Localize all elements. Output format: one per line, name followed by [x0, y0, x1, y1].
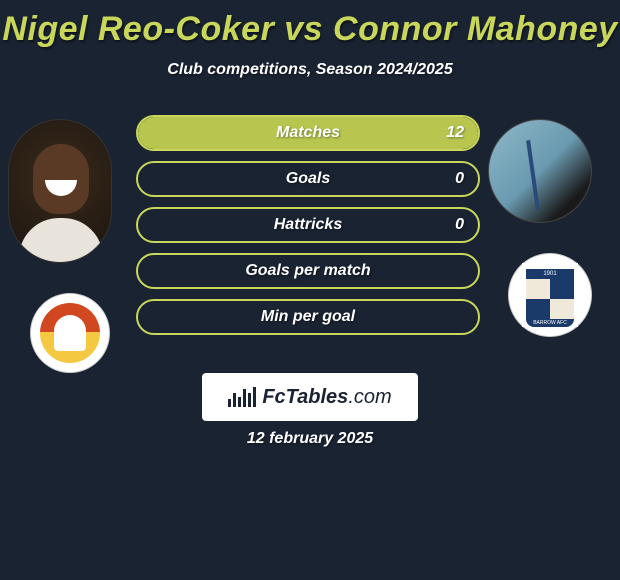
stat-row: Goals 0 — [136, 161, 480, 197]
stat-row: Matches 12 — [136, 115, 480, 151]
stat-label: Matches — [276, 124, 340, 142]
club-left-badge — [30, 293, 110, 373]
stat-label: Goals — [286, 170, 330, 188]
stats-container: Matches 12 Goals 0 Hattricks 0 Goals per match… — [136, 115, 480, 345]
page-title: Nigel Reo-Coker vs Connor Mahoney — [0, 0, 620, 49]
stat-label: Min per goal — [261, 308, 355, 326]
stat-row: Hattricks 0 — [136, 207, 480, 243]
club-right-badge: 1901 BARROW AFC — [508, 253, 592, 337]
stat-label: Hattricks — [274, 216, 342, 234]
stat-label: Goals per match — [245, 262, 370, 280]
stat-row: Min per goal — [136, 299, 480, 335]
stat-value-right: 0 — [455, 170, 464, 188]
stat-value-right: 0 — [455, 216, 464, 234]
player-left-avatar — [8, 119, 112, 263]
comparison-area: 1901 BARROW AFC Matches12Goals0Hattricks… — [0, 119, 620, 359]
chart-icon — [228, 387, 256, 407]
badge-right-name: BARROW AFC — [526, 319, 574, 327]
date-text: 12 february 2025 — [0, 430, 620, 448]
logo-text: FcTables.com — [262, 386, 391, 409]
logo-box: FcTables.com — [202, 373, 418, 421]
subtitle: Club competitions, Season 2024/2025 — [0, 61, 620, 79]
badge-right-year: 1901 — [526, 269, 574, 279]
player-right-avatar — [488, 119, 592, 223]
stat-row: Goals per match — [136, 253, 480, 289]
stat-value-right: 12 — [446, 124, 464, 142]
